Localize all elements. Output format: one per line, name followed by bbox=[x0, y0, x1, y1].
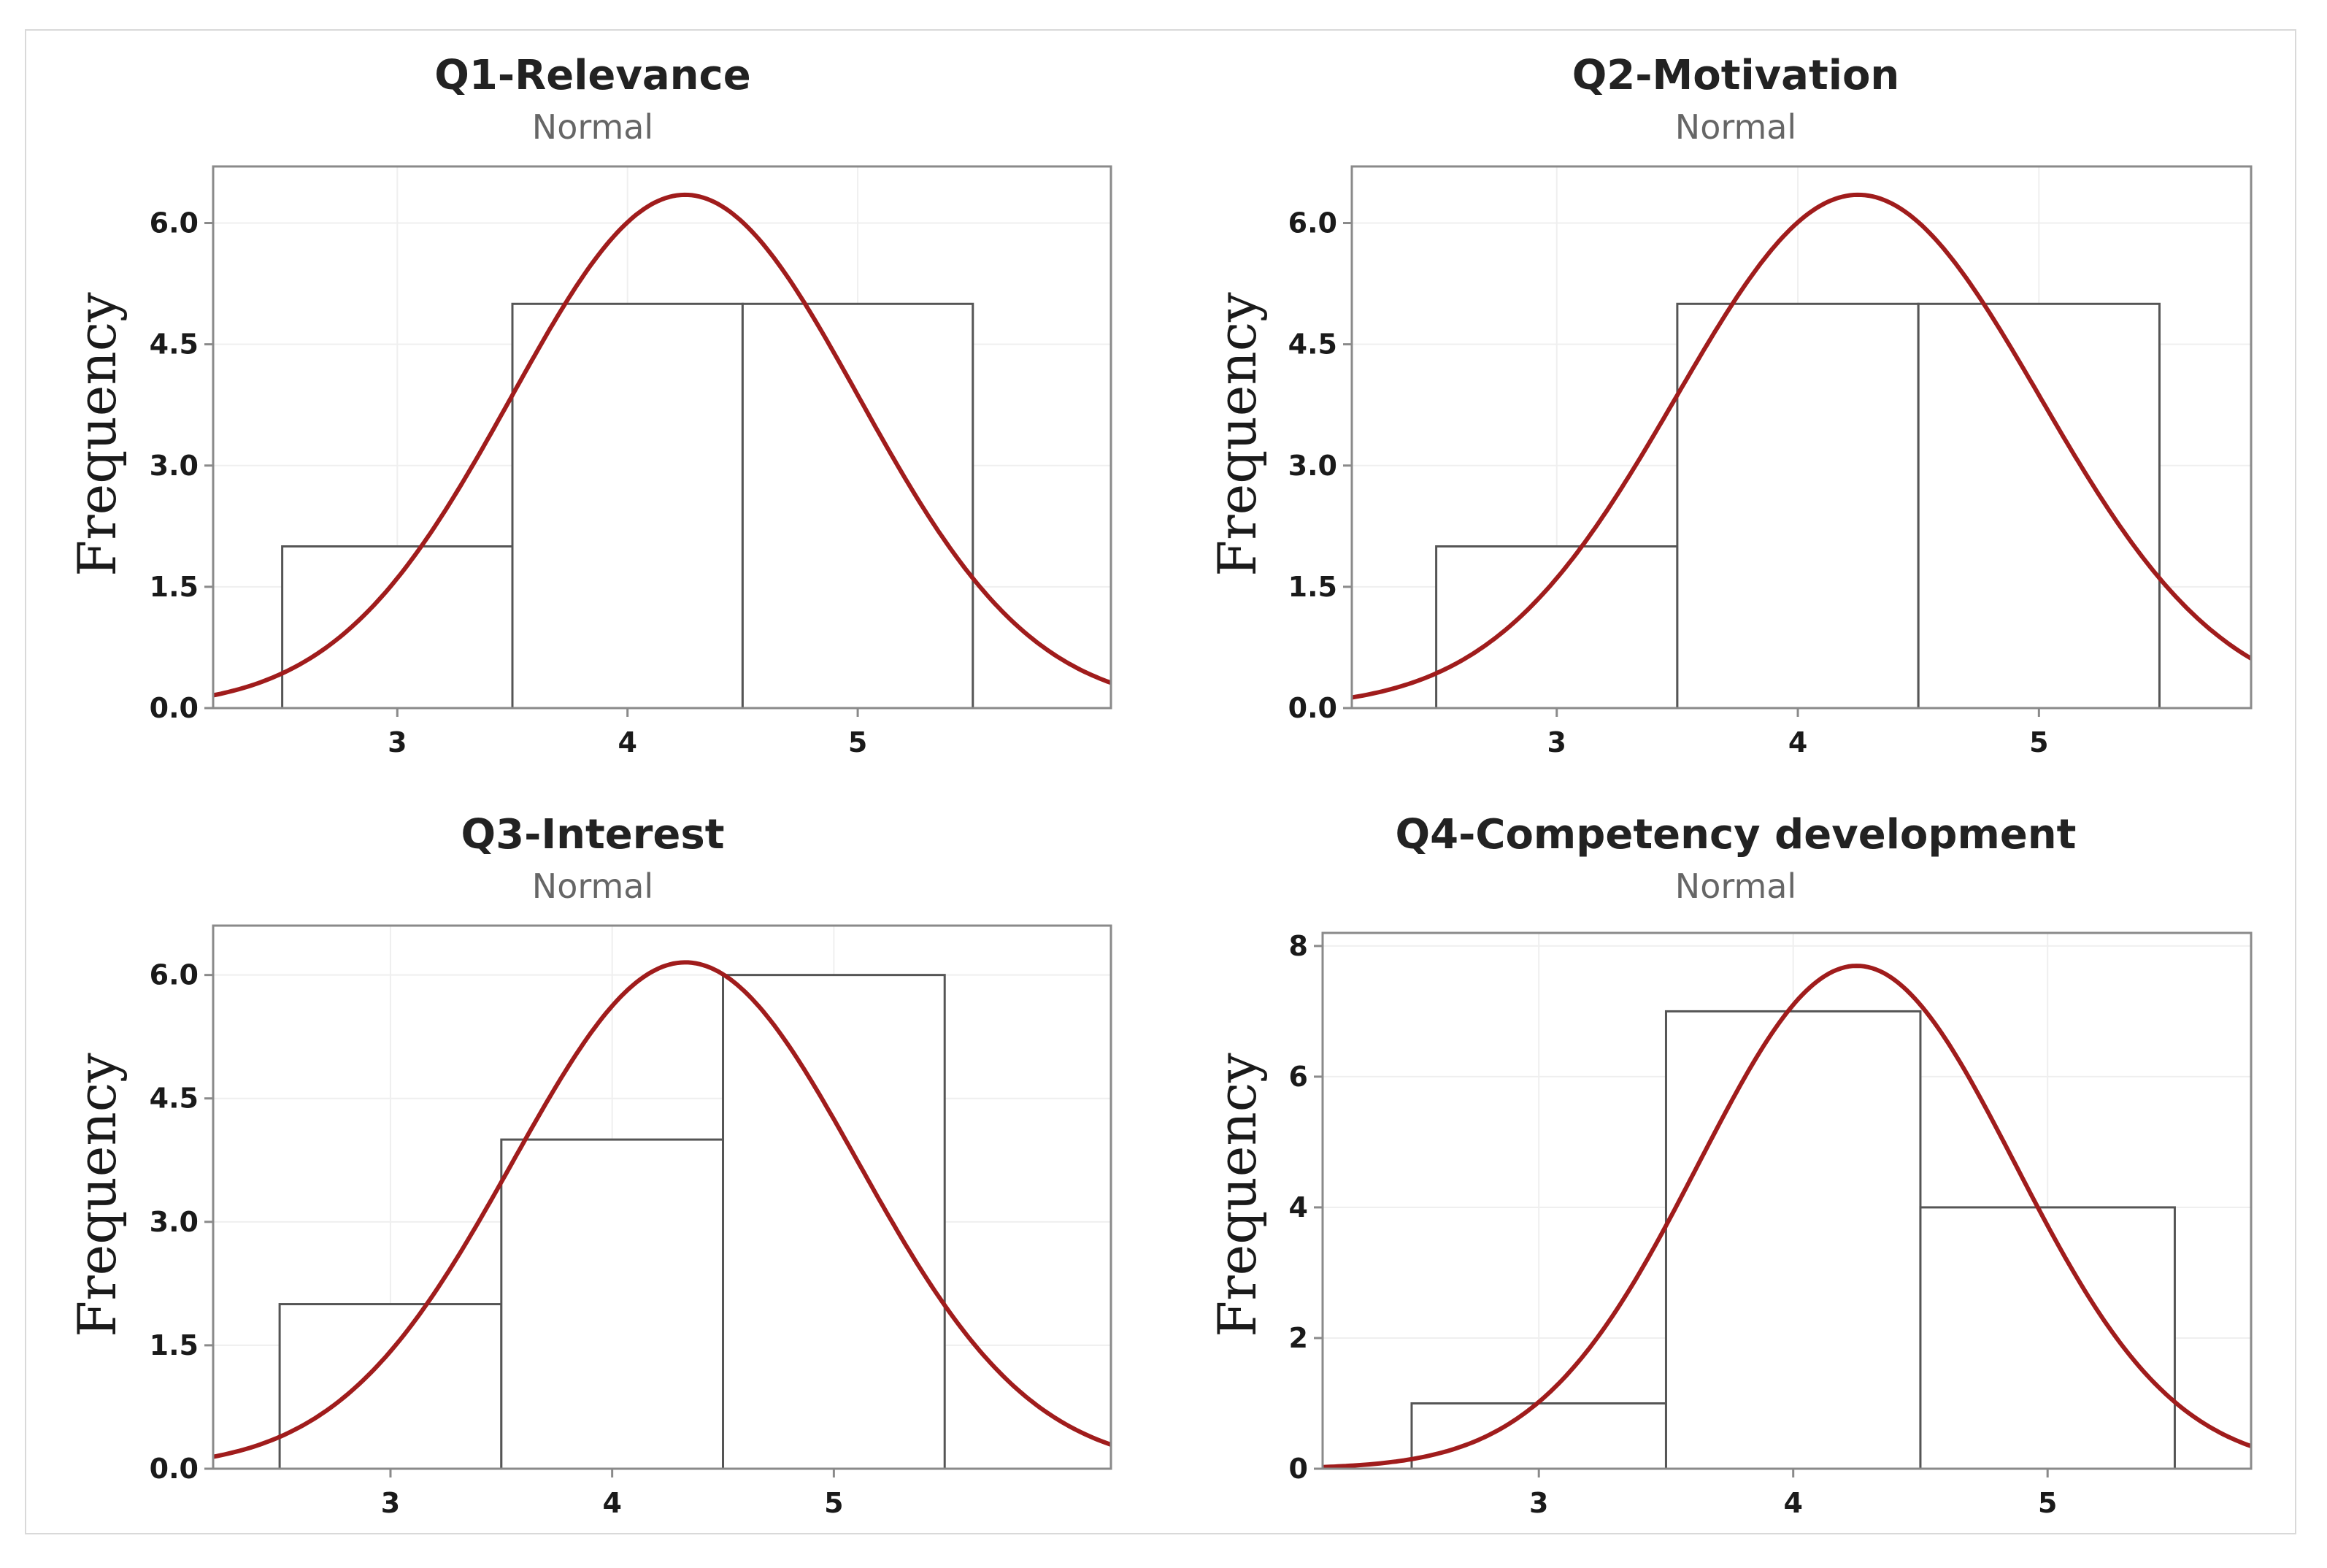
y-tick-label: 3.0 bbox=[150, 450, 199, 482]
y-tick-label: 4.5 bbox=[150, 328, 199, 361]
normal-fit-curve bbox=[212, 192, 1112, 698]
histogram-bar bbox=[500, 1138, 725, 1470]
y-tick-label: 3.0 bbox=[150, 1206, 199, 1238]
x-tick-label: 3 bbox=[1547, 726, 1566, 758]
plot-area bbox=[212, 165, 1112, 710]
histogram-bar bbox=[1410, 1402, 1667, 1470]
y-axis-label: Frequency bbox=[1207, 292, 1268, 577]
panel-q2-motivation: Q2-Motivation Normal Frequency 0.0 1.5 3.0… bbox=[1207, 52, 2253, 758]
panel-q4-competency-development: Q4-Competency development Normal Frequen… bbox=[1207, 811, 2253, 1519]
x-tick-label: 3 bbox=[1529, 1487, 1548, 1519]
normal-fit-curve bbox=[1322, 964, 2253, 1469]
histogram-bar bbox=[1917, 302, 2161, 710]
y-tick-label: 6.0 bbox=[150, 207, 199, 239]
histogram-bar bbox=[511, 302, 744, 710]
y-tick-label: 0.0 bbox=[1288, 692, 1337, 724]
figure-frame bbox=[25, 29, 2296, 1534]
normal-fit-curve bbox=[212, 960, 1112, 1459]
x-tick-label: 4 bbox=[1783, 1487, 1802, 1519]
x-tick-label: 4 bbox=[1788, 726, 1807, 758]
chart-title: Q3-Interest bbox=[461, 811, 725, 858]
x-tick-label: 5 bbox=[2038, 1487, 2057, 1519]
chart-subtitle: Normal bbox=[532, 107, 653, 147]
histogram-bar bbox=[1676, 302, 1920, 710]
x-tick-label: 3 bbox=[381, 1487, 400, 1519]
y-tick-label: 8 bbox=[1289, 930, 1308, 962]
x-tick-label: 3 bbox=[388, 726, 407, 758]
y-axis-label: Frequency bbox=[1207, 1053, 1268, 1337]
panel-q3-interest: Q3-Interest Normal Frequency 0.0 1.5 3.0 4.… bbox=[66, 811, 1112, 1519]
y-tick-label: 4.5 bbox=[1288, 328, 1337, 361]
histogram-bar bbox=[1664, 1010, 1922, 1470]
chart-subtitle: Normal bbox=[1675, 107, 1796, 147]
y-tick-label: 2 bbox=[1289, 1322, 1308, 1354]
y-tick-label: 6.0 bbox=[150, 959, 199, 991]
chart-subtitle: Normal bbox=[532, 866, 653, 906]
y-tick-label: 3.0 bbox=[1288, 450, 1337, 482]
y-tick-label: 1.5 bbox=[150, 571, 199, 603]
histogram-bar bbox=[1919, 1206, 2176, 1470]
x-tick-label: 5 bbox=[824, 1487, 843, 1519]
y-tick-label: 1.5 bbox=[150, 1329, 199, 1361]
x-tick-label: 5 bbox=[2029, 726, 2048, 758]
histogram-bar bbox=[281, 545, 514, 710]
histogram-bar bbox=[722, 974, 946, 1470]
y-axis-label: Frequency bbox=[66, 292, 128, 577]
y-tick-label: 4.5 bbox=[150, 1083, 199, 1115]
panel-q1-relevance: Q1-Relevance Normal Frequency 0.0 1.5 3.0 4… bbox=[66, 52, 1112, 758]
x-tick-label: 4 bbox=[602, 1487, 621, 1519]
y-tick-label: 6 bbox=[1289, 1061, 1308, 1093]
plot-area bbox=[212, 924, 1112, 1470]
histogram-bar bbox=[278, 1303, 503, 1470]
normal-fit-curve bbox=[1351, 192, 2253, 700]
y-tick-label: 0.0 bbox=[150, 1453, 199, 1485]
y-tick-label: 6.0 bbox=[1288, 207, 1337, 239]
plot-area bbox=[1321, 931, 2253, 1470]
chart-title: Q4-Competency development bbox=[1396, 811, 2077, 858]
histogram-bar bbox=[741, 302, 974, 710]
y-axis-label: Frequency bbox=[66, 1053, 128, 1337]
chart-title: Q2-Motivation bbox=[1572, 52, 1900, 99]
plot-area bbox=[1350, 165, 2253, 710]
y-tick-label: 4 bbox=[1289, 1191, 1308, 1223]
histogram-bar bbox=[1435, 545, 1679, 710]
y-tick-label: 0.0 bbox=[150, 692, 199, 724]
chart-subtitle: Normal bbox=[1675, 866, 1796, 906]
chart-title: Q1-Relevance bbox=[434, 52, 750, 99]
y-tick-label: 0 bbox=[1289, 1453, 1308, 1485]
x-tick-label: 4 bbox=[618, 726, 636, 758]
y-tick-label: 1.5 bbox=[1288, 571, 1337, 603]
x-tick-label: 5 bbox=[848, 726, 867, 758]
